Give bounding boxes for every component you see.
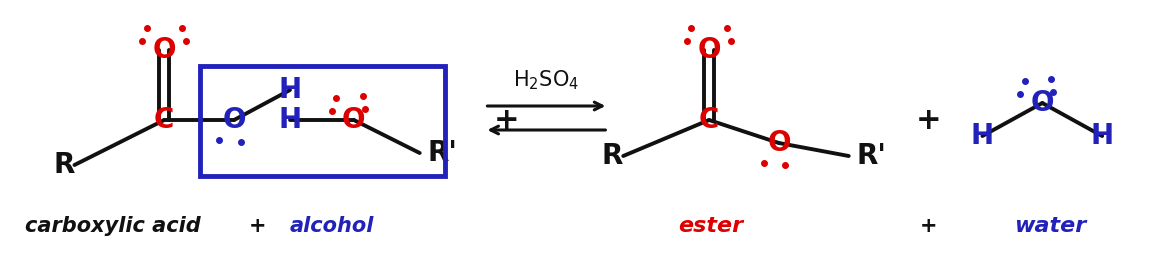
Text: O: O <box>697 36 720 64</box>
Text: +: + <box>916 106 942 134</box>
Text: C: C <box>699 106 719 134</box>
Text: O: O <box>1031 89 1055 117</box>
Text: R': R' <box>428 139 457 167</box>
Bar <box>201 66 445 176</box>
Text: O: O <box>152 36 176 64</box>
Text: H: H <box>971 122 994 150</box>
Text: R': R' <box>856 142 887 170</box>
Text: water: water <box>1015 216 1086 236</box>
Text: +: + <box>920 216 937 236</box>
Text: R: R <box>602 142 623 170</box>
Text: H: H <box>1091 122 1113 150</box>
Text: H: H <box>278 106 301 134</box>
Text: O: O <box>767 129 791 157</box>
Text: C: C <box>154 106 175 134</box>
Text: H: H <box>278 76 301 104</box>
Text: alcohol: alcohol <box>290 216 374 236</box>
Text: H$_2$SO$_4$: H$_2$SO$_4$ <box>514 68 579 92</box>
Text: R: R <box>53 151 74 179</box>
Text: ester: ester <box>678 216 744 236</box>
Text: carboxylic acid: carboxylic acid <box>25 216 201 236</box>
Text: O: O <box>343 106 366 134</box>
Text: +: + <box>249 216 266 236</box>
Text: +: + <box>494 106 520 134</box>
Text: O: O <box>223 106 246 134</box>
